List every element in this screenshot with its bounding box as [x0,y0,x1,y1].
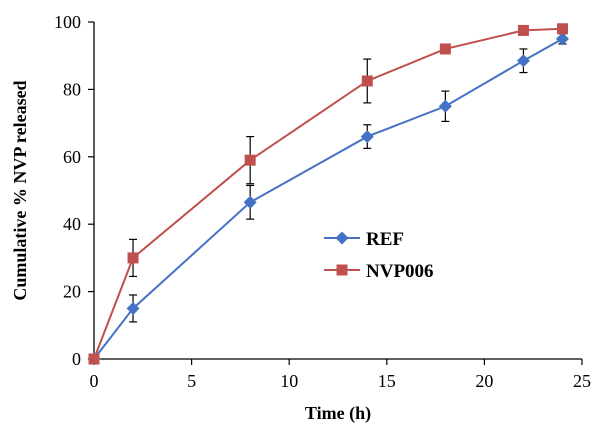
data-point-nvp006 [517,24,529,36]
data-point-ref [126,301,140,315]
x-axis-ticks: 0 5 10 15 20 25 [90,359,591,391]
legend-marker-ref [335,231,349,245]
data-point-nvp006 [361,75,373,87]
x-tick-label: 25 [573,371,591,391]
data-point-nvp006 [439,43,451,55]
legend-item-ref: REF [324,229,404,250]
y-tick-label: 60 [63,147,81,167]
y-tick-label: 0 [72,349,81,369]
data-point-ref [555,32,569,46]
y-tick-label: 40 [63,214,81,234]
data-point-nvp006 [244,154,256,166]
data-point-ref [243,195,257,209]
series-layer [87,23,569,366]
y-axis-ticks: 0 20 40 60 80 100 [54,12,94,369]
data-point-nvp006 [88,353,100,365]
legend-label-nvp006: NVP006 [366,261,434,282]
y-tick-label: 80 [63,79,81,99]
legend-marker-nvp006 [336,264,348,276]
x-tick-label: 5 [187,371,196,391]
y-tick-label: 100 [54,12,81,32]
legend: REF NVP006 [324,229,434,282]
axes [93,22,582,360]
data-point-ref [516,54,530,68]
x-axis-title: Time (h) [305,403,371,424]
series-ref [87,32,569,366]
x-tick-label: 15 [378,371,396,391]
data-point-ref [360,130,374,144]
series-nvp006 [88,23,568,365]
y-axis-title: Cumulative % NVP released [10,80,30,300]
data-point-nvp006 [556,23,568,35]
x-tick-label: 10 [280,371,298,391]
y-tick-label: 20 [63,282,81,302]
series-line-ref [93,37,563,360]
data-point-ref [438,99,452,113]
legend-label-ref: REF [366,229,404,250]
x-tick-label: 20 [475,371,493,391]
x-tick-label: 0 [90,371,99,391]
legend-item-nvp006: NVP006 [324,261,434,282]
data-point-nvp006 [127,252,139,264]
